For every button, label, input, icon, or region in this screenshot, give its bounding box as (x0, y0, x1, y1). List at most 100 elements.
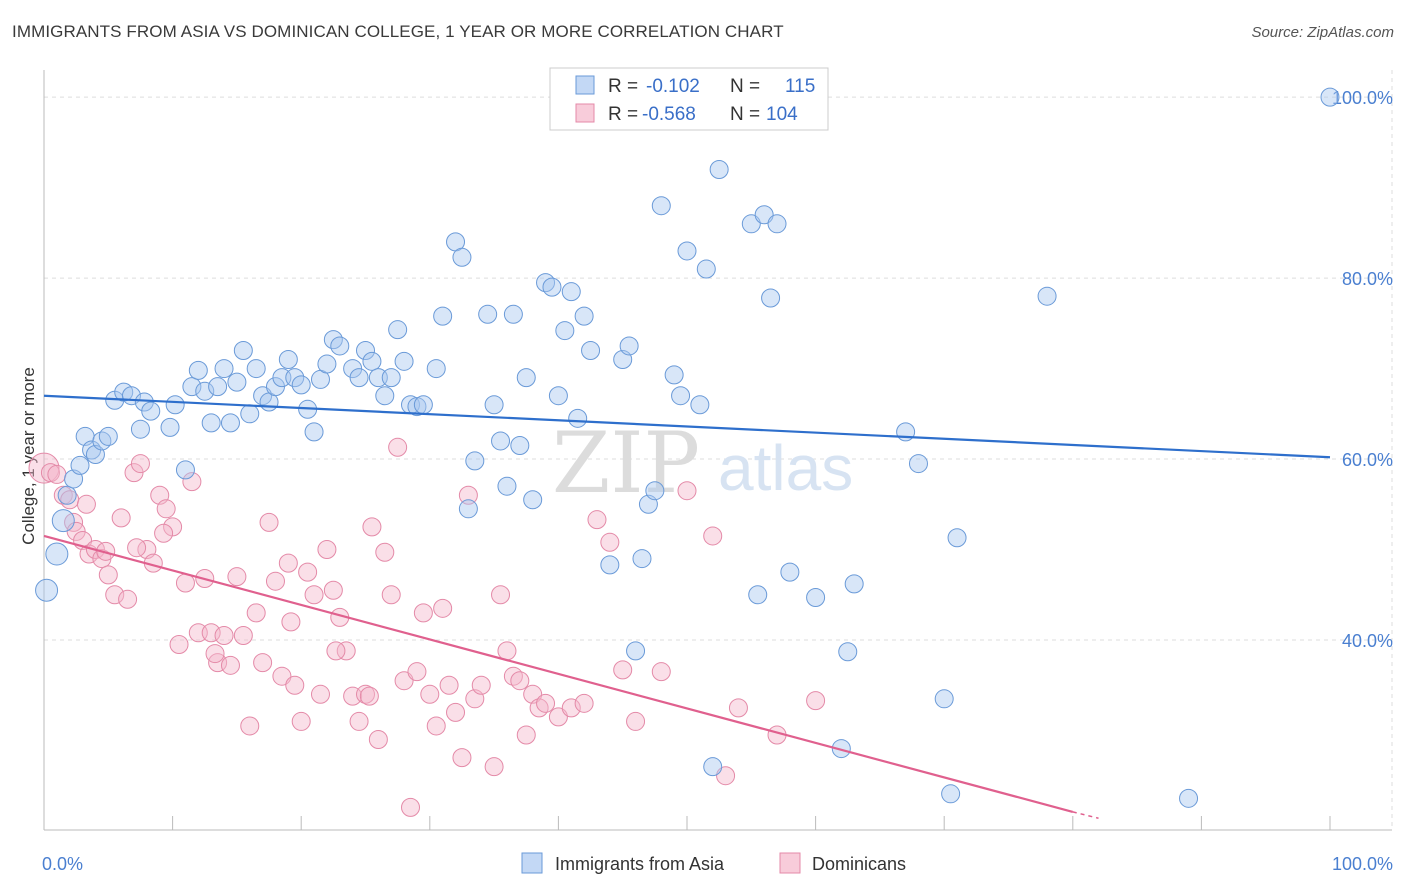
asia-point-61 (465, 451, 485, 471)
asia-point-16 (141, 401, 161, 421)
asia-point-22 (195, 381, 215, 401)
dominicans-point-46 (317, 540, 337, 560)
dominicans-point-80 (548, 707, 568, 727)
watermark-atlas: atlas (718, 432, 853, 504)
dominicans-point-41 (285, 675, 305, 695)
asia-point-0 (35, 578, 59, 602)
asia-point-107 (947, 528, 967, 548)
dominicans-point-60 (407, 662, 427, 682)
dominicans-point-51 (349, 711, 369, 731)
asia-point-102 (844, 574, 864, 594)
asia-point-1 (45, 542, 69, 566)
asia-point-41 (317, 354, 337, 374)
dominicans-point-14 (111, 508, 131, 528)
asia-point-78 (600, 555, 620, 575)
asia-point-5 (70, 455, 90, 475)
legend-asia-r-value: -0.102 (646, 76, 700, 97)
dominicans-point-44 (304, 585, 324, 605)
legend-box (549, 67, 829, 131)
dominicans-point-49 (336, 641, 356, 661)
asia-point-84 (645, 481, 665, 501)
y-tick-label-1: 60.0% (1342, 450, 1393, 470)
dominicans-point-62 (420, 684, 440, 704)
dominicans-point-57 (388, 437, 408, 457)
x-tick-label-1: 100.0% (1332, 854, 1393, 874)
dominicans-point-96 (96, 541, 116, 561)
dominicans-points (28, 437, 826, 817)
asia-point-56 (426, 359, 446, 379)
source-credit: Source: ZipAtlas.com (1251, 24, 1394, 41)
asia-point-106 (941, 784, 961, 804)
dominicans-point-47 (323, 580, 343, 600)
dominicans-point-85 (613, 660, 633, 680)
asia-point-62 (478, 304, 498, 324)
asia-point-29 (240, 404, 260, 424)
asia-point-110 (1320, 87, 1340, 107)
asia-point-108 (1037, 286, 1057, 306)
asia-point-75 (568, 408, 588, 428)
dominicans-point-72 (491, 585, 511, 605)
asia-point-65 (497, 476, 517, 496)
dominicans-point-88 (677, 481, 697, 501)
dominicans-point-34 (240, 716, 260, 736)
dominicans-point-79 (536, 693, 556, 713)
watermark-zip: ZIP (552, 414, 700, 512)
dominicans-point-31 (220, 655, 240, 675)
bottom-legend-asia: Immigrants from Asia (555, 854, 725, 874)
asia-point-14 (130, 419, 150, 439)
asia-point-27 (227, 372, 247, 392)
y-tick-label-3: 100.0% (1332, 88, 1393, 108)
asia-point-67 (510, 435, 530, 455)
dominicans-point-12 (98, 565, 118, 585)
asia-point-82 (632, 549, 652, 569)
dominicans-point-68 (458, 485, 478, 505)
dominicans-point-45 (310, 684, 330, 704)
asia-point-46 (356, 340, 375, 360)
bottom-legend: Immigrants from Asia Dominicans (521, 852, 906, 874)
dominicans-point-94 (205, 644, 225, 664)
dominicans-point-90 (716, 766, 736, 786)
dominicans-point-87 (651, 662, 671, 682)
asia-point-51 (388, 320, 408, 340)
legend-asia-n-value: 115 (785, 76, 815, 97)
asia-point-26 (220, 413, 240, 433)
chart-title: IMMIGRANTS FROM ASIA VS DOMINICAN COLLEG… (12, 22, 784, 41)
dominicans-point-59 (401, 797, 421, 817)
dominicans-point-8 (76, 494, 96, 514)
dominicans-point-56 (381, 585, 401, 605)
asia-point-20 (182, 377, 202, 397)
dominicans-point-98 (326, 641, 346, 661)
asia-points (35, 87, 1340, 808)
asia-point-91 (703, 757, 723, 777)
dominicans-point-42 (291, 711, 311, 731)
dominicans-point-23 (169, 635, 189, 655)
dominicans-point-64 (433, 598, 453, 618)
dominicans-point-91 (728, 698, 748, 718)
grid-lines (44, 70, 1393, 830)
legend-asia-n-label: N = (730, 76, 760, 97)
dominicans-point-39 (272, 666, 292, 686)
legend-swatch-dominicans (575, 103, 595, 123)
dominicans-point-73 (497, 641, 517, 661)
dominicans-point-55 (375, 542, 395, 562)
asia-point-57 (433, 306, 453, 326)
asia-point-10 (98, 426, 118, 446)
dominicans-point-13 (105, 585, 125, 605)
asia-point-77 (581, 340, 601, 360)
asia-point-37 (291, 375, 311, 395)
asia-point-30 (246, 359, 266, 379)
dominicans-point-37 (259, 512, 279, 532)
x-tick-labels: 0.0% 100.0% (42, 854, 1393, 874)
asia-point-69 (523, 490, 543, 510)
dominicans-point-40 (278, 553, 298, 573)
dominicans-point-53 (362, 517, 382, 537)
dominicans-point-63 (426, 716, 446, 736)
asia-point-105 (934, 689, 954, 709)
dominicans-point-76 (516, 725, 536, 745)
asia-point-45 (349, 368, 369, 388)
asia-point-50 (381, 368, 401, 388)
dominicans-point-1 (40, 463, 60, 483)
asia-point-17 (160, 417, 180, 437)
asia-point-64 (491, 431, 511, 451)
